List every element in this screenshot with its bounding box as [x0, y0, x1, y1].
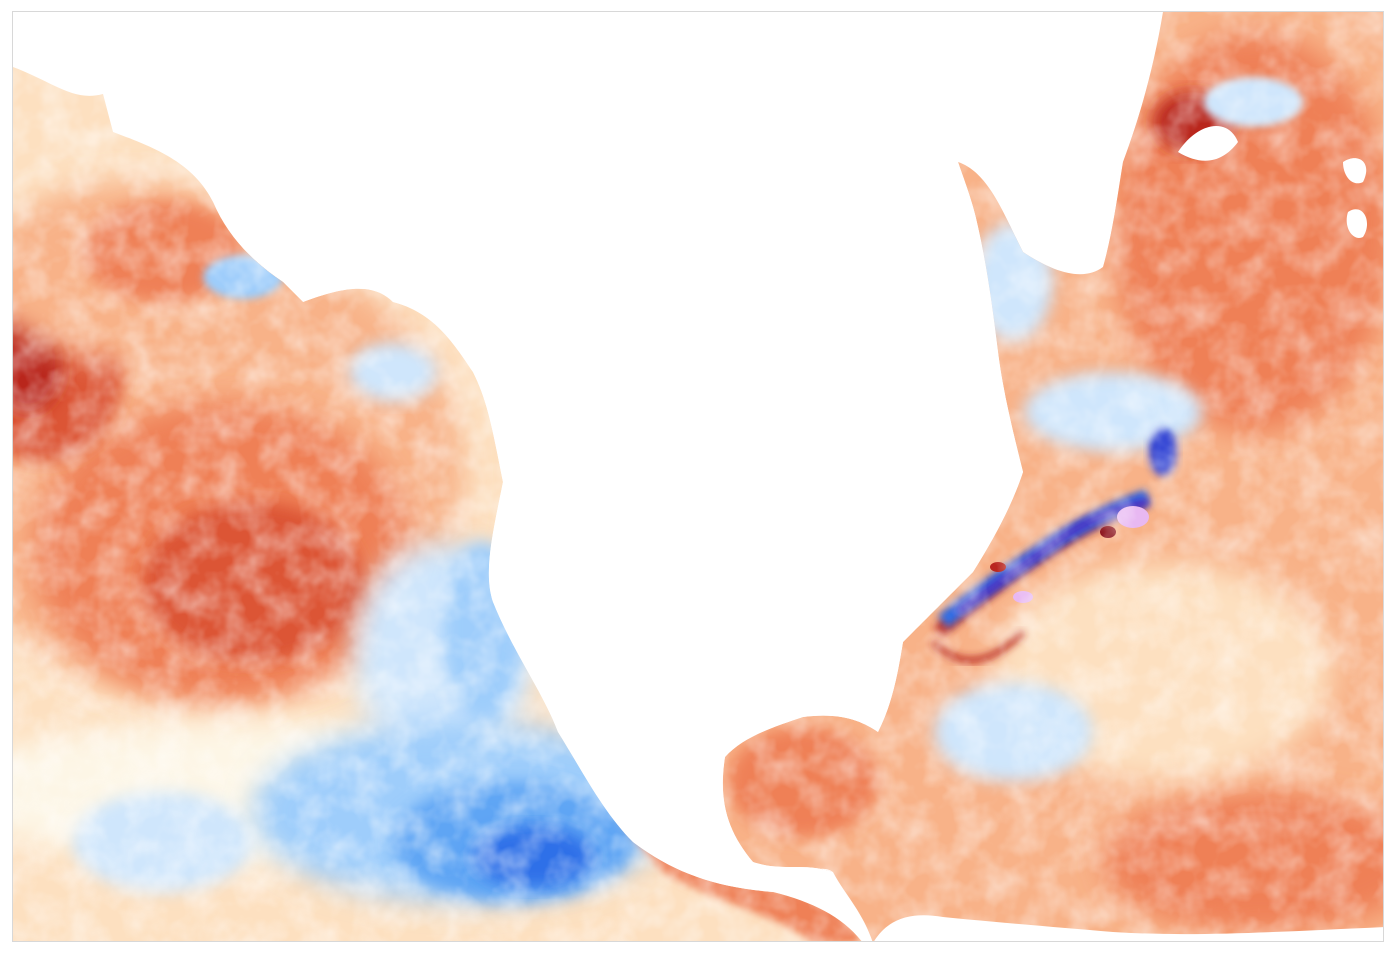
north-pacific-ocean [13, 67, 863, 941]
land-north-america [293, 12, 1023, 892]
sst-anomaly-map[interactable] [13, 12, 1384, 942]
land-south-america [874, 915, 1383, 941]
land-greenland-iceland [1178, 125, 1368, 238]
map-frame [12, 11, 1384, 942]
